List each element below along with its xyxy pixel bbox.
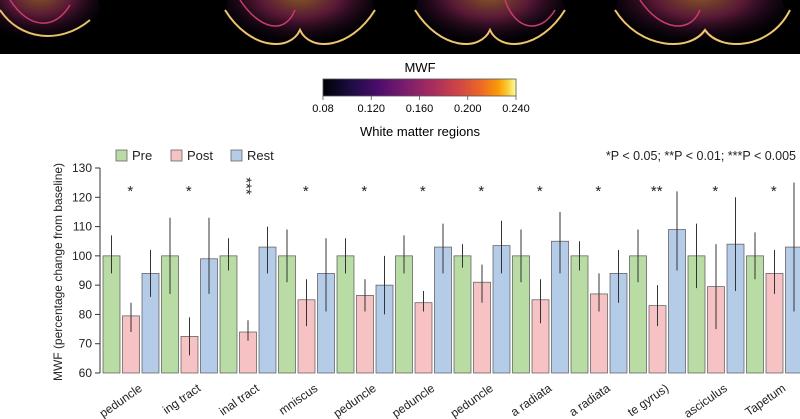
brain-slice-4 [614, 0, 791, 54]
legend-label-pre: Pre [132, 148, 152, 163]
colorbar-gradient [322, 78, 517, 97]
colorbar: MWF 0.08 0.120 0.160 0.200 0.240 White matte… [312, 60, 530, 139]
significance-marker: * [361, 183, 367, 200]
significance-marker: * [712, 183, 718, 200]
x-axis-labels: peduncle ing tract inal tract mniscus pedunc… [97, 381, 788, 419]
significance-marker: ** [651, 183, 663, 200]
brain-image-strip [0, 0, 800, 54]
significance-marker: *** [237, 177, 254, 195]
brain-slice-1 [0, 0, 100, 50]
significance-marker: * [771, 183, 777, 200]
x-category-label: a radiata [566, 381, 613, 419]
x-category-label: inal tract [217, 381, 263, 419]
x-category-label: asciculus [681, 381, 729, 419]
bar-pre [336, 255, 355, 374]
x-category-label: Tapetum [742, 381, 788, 419]
x-category-label: te gyrus) [625, 381, 671, 419]
y-tick-label: 120 [72, 190, 92, 204]
bar-rest [785, 246, 800, 374]
legend-label-rest: Rest [247, 148, 274, 163]
colorbar-label: White matter regions [360, 124, 480, 139]
colorbar-tick-label: 0.08 [312, 103, 333, 115]
colorbar-tick-label: 0.240 [502, 103, 530, 115]
bar-pre [570, 255, 589, 374]
y-axis: 60 70 80 90 100 110 120 130 [72, 161, 101, 380]
significance-marker: * [595, 183, 601, 200]
significance-marker: * [420, 183, 426, 200]
bar-pre [453, 255, 472, 374]
y-axis-label: MWF (percentage change from baseline) [51, 163, 65, 381]
bar-pre [395, 255, 413, 374]
legend: Pre Post Rest [115, 148, 274, 163]
significance-marker: * [127, 183, 133, 200]
x-category-label: peduncle [389, 381, 437, 419]
x-category-label: peduncle [331, 381, 379, 419]
significance-note: *P < 0.05; **P < 0.01; ***P < 0.005 [606, 149, 796, 163]
x-category-label: peduncle [97, 381, 145, 419]
x-category-label: ing tract [160, 381, 204, 417]
legend-label-post: Post [187, 148, 213, 163]
significance-marker: * [537, 183, 543, 200]
significance-markers: * * *** * * * * * * ** * * [127, 177, 777, 200]
bar-pre [102, 255, 121, 374]
bar-post [414, 302, 433, 374]
y-tick-label: 130 [72, 161, 92, 175]
colorbar-tick-label: 0.120 [357, 103, 385, 115]
y-tick-label: 90 [79, 278, 93, 292]
legend-swatch-rest [230, 149, 243, 162]
colorbar-tick-label: 0.160 [406, 103, 434, 115]
colorbar-ticks: 0.08 0.120 0.160 0.200 0.240 [312, 96, 530, 115]
colorbar-title: MWF [404, 60, 435, 75]
y-tick-label: 80 [79, 307, 93, 321]
colorbar-tick-label: 0.200 [454, 103, 482, 115]
bars [102, 229, 800, 374]
x-category-label: a radiata [508, 381, 555, 419]
significance-marker: * [186, 183, 192, 200]
x-category-label: peduncle [448, 381, 496, 419]
y-tick-label: 70 [79, 337, 93, 351]
y-tick-label: 110 [73, 220, 92, 234]
y-tick-label: 100 [72, 249, 92, 263]
error-bars [111, 182, 795, 356]
bar-pre [219, 255, 238, 374]
y-tick-label: 60 [79, 366, 93, 380]
brain-slice-2 [224, 0, 376, 54]
x-category-label: mniscus [276, 381, 320, 418]
significance-marker: * [303, 183, 309, 200]
legend-swatch-pre [115, 149, 128, 162]
significance-marker: * [478, 183, 484, 200]
legend-swatch-post [170, 149, 183, 162]
brain-slice-3 [414, 0, 566, 54]
bar-chart: Pre Post Rest *P < 0.05; **P < 0.01; ***P … [51, 148, 800, 419]
